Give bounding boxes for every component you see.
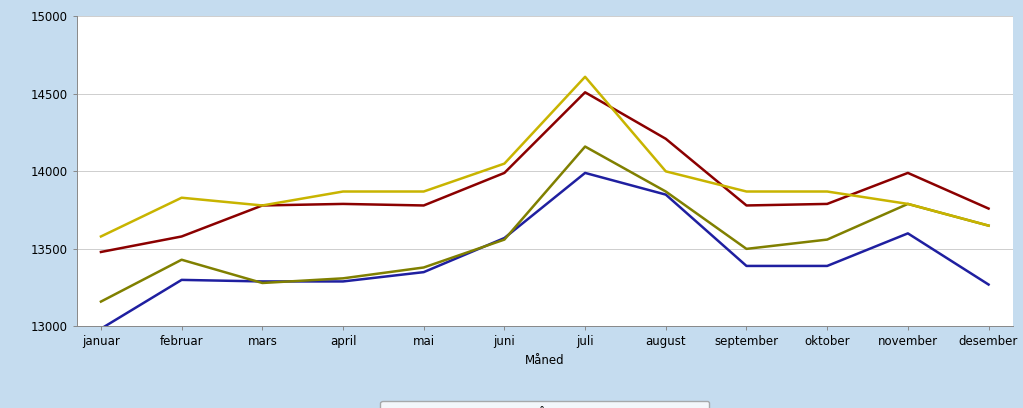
2016 — [337, 276, 349, 281]
2017 — [660, 136, 672, 141]
2015 — [579, 171, 591, 175]
2016 — [982, 223, 994, 228]
2015 — [95, 326, 107, 331]
2018 — [901, 202, 914, 206]
2016 — [579, 144, 591, 149]
2016 — [417, 265, 430, 270]
2015 — [417, 270, 430, 275]
2018 — [821, 189, 834, 194]
2018 — [176, 195, 188, 200]
2015 — [982, 282, 994, 287]
2017 — [741, 203, 753, 208]
2018 — [982, 223, 994, 228]
2015 — [337, 279, 349, 284]
Line: 2017: 2017 — [101, 92, 988, 252]
2017 — [95, 250, 107, 255]
X-axis label: Måned: Måned — [525, 354, 565, 367]
Line: 2016: 2016 — [101, 146, 988, 302]
2016 — [821, 237, 834, 242]
2018 — [337, 189, 349, 194]
2015 — [821, 264, 834, 268]
2016 — [95, 299, 107, 304]
2018 — [660, 169, 672, 174]
2017 — [901, 171, 914, 175]
2016 — [176, 257, 188, 262]
2015 — [176, 277, 188, 282]
2018 — [579, 74, 591, 79]
2018 — [95, 234, 107, 239]
2016 — [660, 189, 672, 194]
Line: 2015: 2015 — [101, 173, 988, 329]
2017 — [256, 203, 268, 208]
2015 — [901, 231, 914, 236]
2017 — [337, 202, 349, 206]
2018 — [256, 203, 268, 208]
2015 — [498, 235, 510, 240]
Legend: 2015, 2016, 2017, 2018: 2015, 2016, 2017, 2018 — [381, 401, 709, 408]
2016 — [498, 237, 510, 242]
2017 — [498, 171, 510, 175]
2016 — [256, 281, 268, 286]
2016 — [901, 202, 914, 206]
2017 — [821, 202, 834, 206]
2017 — [579, 90, 591, 95]
2015 — [741, 264, 753, 268]
2017 — [982, 206, 994, 211]
2018 — [498, 161, 510, 166]
2018 — [417, 189, 430, 194]
2015 — [660, 192, 672, 197]
Line: 2018: 2018 — [101, 77, 988, 237]
2015 — [256, 279, 268, 284]
2017 — [417, 203, 430, 208]
2018 — [741, 189, 753, 194]
2016 — [741, 246, 753, 251]
2017 — [176, 234, 188, 239]
